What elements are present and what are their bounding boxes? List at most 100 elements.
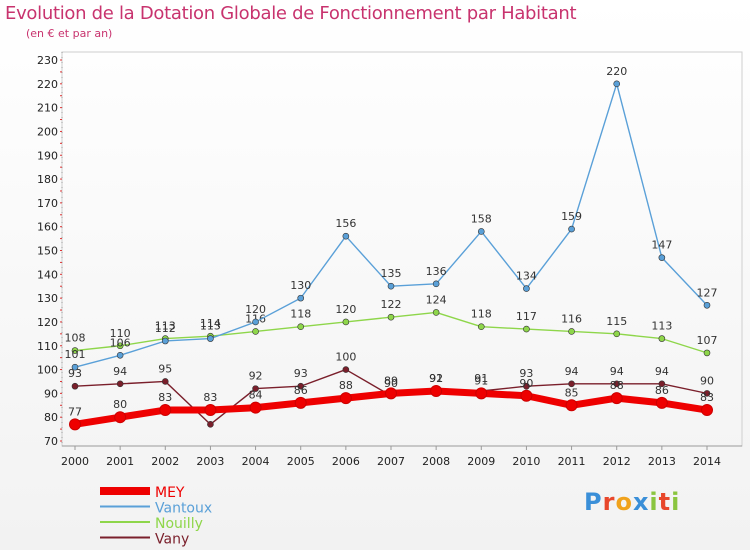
logo-letter: x [632, 488, 650, 516]
data-point-vany [568, 380, 575, 388]
data-label-mey: 85 [565, 386, 579, 399]
data-point-nouilly [71, 347, 79, 354]
data-label-nouilly: 120 [335, 303, 356, 316]
data-point-vany [297, 382, 305, 390]
y-tick-label: 160 [37, 221, 58, 234]
y-tick-label: 90 [44, 387, 58, 400]
data-point-vantoux [116, 351, 124, 359]
data-point-vantoux [207, 335, 214, 342]
data-point-vantoux [252, 318, 259, 326]
y-tick-label: 110 [37, 340, 58, 353]
data-label-vany: 100 [335, 351, 356, 364]
x-tick-label: 2014 [693, 455, 721, 468]
x-tick-label: 2001 [106, 455, 134, 468]
logo-letter: i [671, 488, 681, 516]
x-tick-label: 2003 [196, 455, 224, 468]
data-label-vantoux: 136 [426, 265, 447, 278]
data-label-vany: 94 [565, 365, 579, 378]
data-label-vany: 94 [655, 365, 669, 378]
data-label-vantoux: 130 [290, 279, 311, 292]
data-label-nouilly: 114 [200, 317, 221, 330]
y-tick-label: 200 [37, 125, 58, 138]
data-point-nouilly [613, 330, 621, 338]
data-label-vantoux: 112 [155, 322, 176, 335]
data-label-vany: 94 [610, 365, 624, 378]
data-point-nouilly [342, 318, 350, 326]
data-point-vany [161, 378, 169, 385]
y-tick-label: 170 [37, 197, 58, 210]
data-point-mey [114, 411, 127, 424]
data-label-vantoux: 120 [245, 303, 266, 316]
data-point-mey [701, 404, 713, 417]
logo-letter: P [584, 488, 603, 516]
data-label-mey: 83 [158, 391, 172, 404]
data-point-mey [610, 392, 623, 405]
data-label-mey: 91 [429, 372, 443, 385]
data-label-vany: 93 [519, 367, 533, 380]
data-label-vantoux: 127 [697, 286, 718, 299]
x-tick-label: 2002 [151, 455, 179, 468]
data-point-vany [703, 390, 711, 397]
data-label-vany: 92 [429, 372, 443, 385]
data-label-vantoux: 158 [471, 212, 492, 225]
data-label-vantoux: 156 [335, 217, 356, 230]
x-tick-label: 2005 [287, 455, 315, 468]
data-point-vantoux [71, 363, 79, 371]
legend-label-nouilly: Nouilly [155, 516, 203, 532]
data-point-vantoux [432, 280, 440, 288]
data-label-vantoux: 113 [200, 320, 221, 333]
data-label-mey: 86 [655, 384, 669, 397]
data-label-mey: 90 [519, 377, 533, 390]
data-label-nouilly: 116 [561, 312, 582, 325]
x-tick-label: 2011 [558, 455, 586, 468]
y-tick-label: 210 [37, 102, 58, 115]
data-label-vany: 95 [158, 362, 172, 375]
data-label-mey: 83 [203, 391, 217, 404]
data-label-vantoux: 220 [606, 65, 627, 78]
data-label-nouilly: 108 [65, 332, 86, 345]
data-label-nouilly: 107 [697, 334, 718, 347]
data-label-mey: 84 [249, 389, 263, 402]
data-point-vany [613, 380, 621, 388]
x-tick-label: 2013 [648, 455, 676, 468]
data-point-vany [252, 385, 259, 392]
x-tick-label: 2010 [512, 455, 540, 468]
proxiti-logo: Proxiti [584, 488, 680, 516]
legend-label-mey: MEY [155, 485, 185, 501]
data-label-nouilly: 110 [110, 327, 131, 340]
data-point-mey [385, 387, 397, 400]
data-point-mey [159, 404, 172, 417]
data-label-mey: 83 [700, 391, 714, 404]
data-label-nouilly: 122 [381, 298, 402, 311]
data-label-vantoux: 101 [65, 348, 86, 361]
data-point-vany [71, 382, 79, 390]
data-label-mey: 77 [68, 405, 82, 418]
data-label-nouilly: 118 [471, 308, 492, 321]
data-point-nouilly [116, 342, 124, 350]
x-tick-label: 2006 [332, 455, 360, 468]
y-tick-label: 150 [37, 245, 58, 258]
y-tick-label: 190 [37, 149, 58, 162]
data-point-mey [249, 401, 262, 414]
data-point-nouilly [297, 323, 305, 331]
data-label-nouilly: 117 [516, 310, 537, 323]
data-point-vany [658, 380, 666, 388]
y-tick-label: 120 [37, 316, 58, 329]
data-label-vany: 92 [249, 370, 263, 383]
data-point-vantoux [523, 285, 530, 292]
data-point-mey [520, 389, 533, 402]
data-point-mey [339, 392, 352, 405]
legend-label-vantoux: Vantoux [155, 501, 212, 517]
legend-label-vany: Vany [155, 532, 189, 548]
data-point-vany [207, 421, 214, 428]
data-label-vantoux: 134 [516, 270, 537, 283]
data-label-nouilly: 118 [290, 308, 311, 321]
data-label-mey: 88 [610, 379, 624, 392]
data-point-mey [430, 384, 443, 397]
data-point-vany [523, 382, 530, 390]
data-point-mey [204, 404, 217, 417]
data-point-vantoux [297, 294, 305, 302]
data-label-mey: 86 [294, 384, 308, 397]
data-point-vany [116, 380, 124, 388]
